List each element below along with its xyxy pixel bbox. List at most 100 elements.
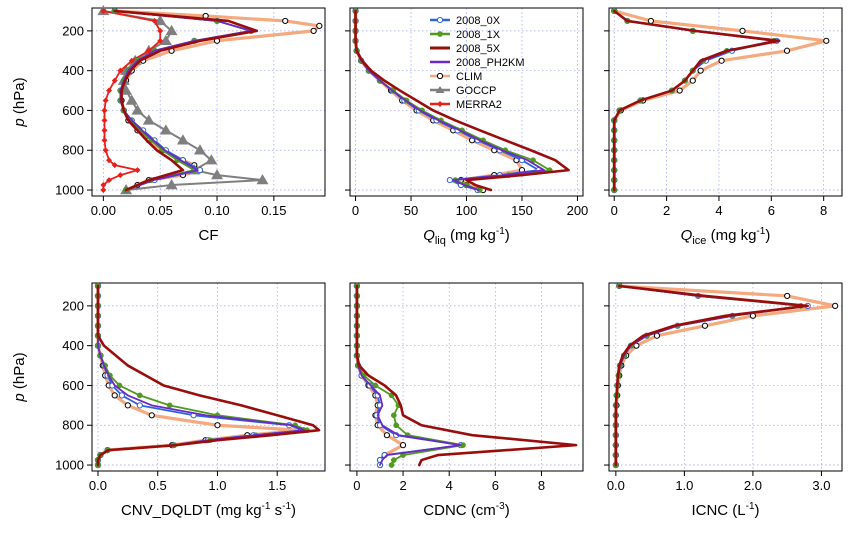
data-point-13 [176, 134, 189, 145]
x-tick-label: 0 [352, 203, 359, 218]
x-tick-label: 1.0 [208, 478, 226, 493]
data-point-15 [106, 157, 113, 164]
x-tick-label: 8 [538, 478, 545, 493]
data-point-10 [101, 107, 108, 114]
data-point-13 [101, 137, 108, 144]
data-point-2 [165, 24, 178, 36]
x-tick-label: 6 [492, 478, 499, 493]
data-point-15 [205, 154, 218, 165]
series-line-merra2 [102, 10, 162, 191]
x-tick-label: 3.0 [812, 478, 830, 493]
data-point-0 [100, 7, 107, 14]
series-markers-2008-1x [611, 8, 777, 193]
data-point-12 [136, 402, 143, 409]
x-tick-label: 2 [399, 478, 406, 493]
series-markers-2008-1x [352, 8, 553, 193]
data-point-13 [148, 412, 155, 419]
series-layer [352, 7, 570, 194]
y-axis-label: p (hPa) [11, 352, 28, 402]
data-point-19 [106, 177, 113, 184]
data-point-2 [739, 27, 746, 34]
legend-label: 2008_1X [456, 29, 501, 41]
series-markers-merra2 [100, 7, 164, 194]
y-tick-label: 400 [62, 338, 84, 353]
x-tick-label: 100 [456, 203, 478, 218]
series-markers-2008-0x [352, 7, 542, 194]
data-point-14 [193, 144, 206, 155]
series-line-2008-ph2km [356, 285, 462, 466]
data-point-2 [832, 302, 839, 309]
chart-panel-4: 0.0 0.5 1.0 1.5 200 400 600 800 1000 CNV_DQLDT (m… [11, 282, 326, 519]
plot-frame [608, 7, 843, 197]
data-point-16 [111, 162, 118, 169]
data-point-8 [120, 84, 133, 95]
series-line-2008-ph2km [97, 285, 306, 466]
y-tick-label: 600 [62, 378, 84, 393]
plot-frame [349, 282, 584, 472]
x-axis-label: CF [199, 227, 219, 244]
legend-item-2008-5x: 2008_5X [430, 43, 501, 55]
series-line-2008-0x [354, 10, 540, 191]
data-point-18 [256, 174, 269, 185]
y-tick-label: 600 [62, 103, 84, 118]
data-point-11 [136, 392, 143, 399]
data-point-0 [437, 31, 443, 37]
data-point-12 [124, 402, 131, 409]
data-point-12 [159, 124, 172, 135]
data-point-10 [372, 382, 379, 389]
y-tick-label: 1000 [55, 458, 84, 473]
series-line-2008-1x [97, 285, 308, 466]
data-point-1 [647, 17, 654, 25]
data-point-8 [106, 87, 113, 94]
plot-frame [91, 7, 326, 197]
data-point-0 [437, 101, 443, 107]
x-axis-label: CDNC (cm-3) [423, 501, 509, 519]
plot-frame [91, 282, 326, 472]
data-point-21 [100, 187, 107, 194]
data-point-18 [446, 176, 453, 184]
data-point-4 [310, 27, 317, 34]
legend-item-goccp: GOCCP [430, 85, 496, 97]
data-point-11 [118, 392, 125, 399]
series-line-clim [614, 284, 837, 467]
series-line-clim [96, 284, 303, 467]
series-line-2008-5x [96, 284, 321, 467]
data-point-3 [316, 22, 323, 30]
data-point-5 [128, 57, 135, 64]
series-markers-2008-0x [611, 7, 780, 194]
x-tick-label: 0.15 [261, 203, 286, 218]
y-tick-label: 1000 [55, 183, 84, 198]
data-point-14 [102, 147, 109, 154]
legend-item-merra2: MERRA2 [430, 99, 502, 111]
legend-item-clim: CLIM [430, 71, 482, 83]
x-tick-label: 0.0 [607, 478, 625, 493]
data-point-3 [157, 37, 164, 44]
data-point-14 [214, 422, 221, 429]
y-axis-label: p (hPa) [11, 77, 28, 127]
x-tick-label: 1.0 [675, 478, 693, 493]
series-line-2008-5x [113, 9, 259, 192]
series-layer [353, 282, 578, 469]
data-point-2 [157, 27, 164, 34]
data-point-9 [102, 97, 109, 104]
x-axis-label: Qice (mg kg-1) [681, 226, 771, 247]
chart-panel-2: 0 50 100 150 200 Qliq (mg kg-1) [345, 7, 589, 247]
y-tick-label: 200 [62, 298, 84, 313]
data-point-18 [390, 457, 397, 463]
y-tick-label: 200 [62, 23, 84, 38]
data-point-3 [159, 34, 172, 46]
chart-panel-5: 0 2 4 6 8 CDNC (cm-3) [345, 282, 584, 519]
series-layer [94, 282, 321, 469]
data-point-9 [125, 94, 138, 105]
y-tick-label: 800 [62, 143, 84, 158]
legend-label: GOCCP [456, 85, 496, 97]
data-point-1 [151, 17, 158, 24]
x-tick-label: 150 [511, 203, 533, 218]
x-tick-label: 0 [611, 203, 618, 218]
x-tick-label: 200 [567, 203, 589, 218]
data-point-4 [783, 47, 791, 54]
series-line-2008-0x [356, 285, 462, 466]
y-tick-label: 800 [62, 418, 84, 433]
series-line-2008-0x [97, 285, 305, 466]
